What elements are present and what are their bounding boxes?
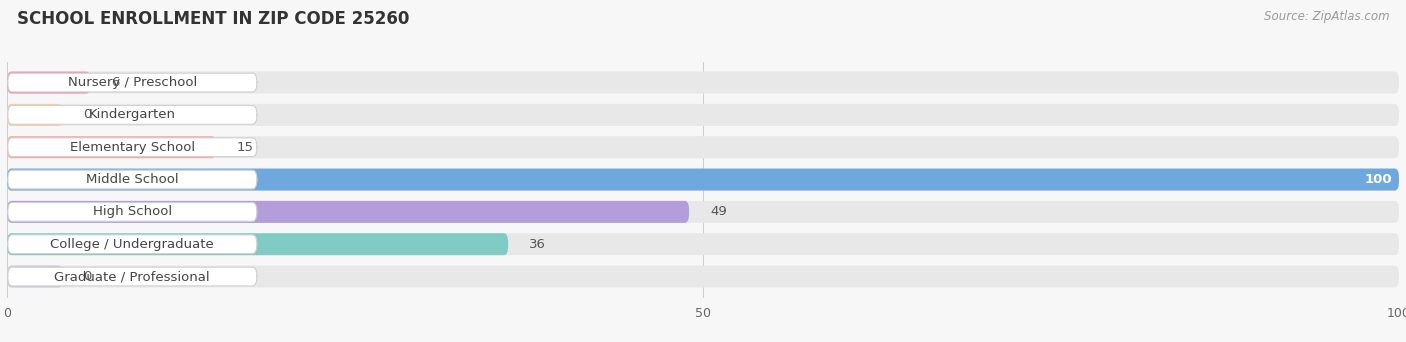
Text: 0: 0 bbox=[83, 270, 91, 283]
FancyBboxPatch shape bbox=[7, 104, 63, 126]
FancyBboxPatch shape bbox=[7, 106, 257, 124]
FancyBboxPatch shape bbox=[7, 138, 257, 157]
Text: High School: High School bbox=[93, 206, 172, 219]
Text: Elementary School: Elementary School bbox=[70, 141, 195, 154]
Text: SCHOOL ENROLLMENT IN ZIP CODE 25260: SCHOOL ENROLLMENT IN ZIP CODE 25260 bbox=[17, 10, 409, 28]
Text: Kindergarten: Kindergarten bbox=[89, 108, 176, 121]
FancyBboxPatch shape bbox=[7, 136, 217, 158]
Text: 15: 15 bbox=[236, 141, 253, 154]
FancyBboxPatch shape bbox=[7, 71, 90, 94]
FancyBboxPatch shape bbox=[7, 265, 1399, 288]
FancyBboxPatch shape bbox=[7, 169, 1399, 190]
FancyBboxPatch shape bbox=[7, 104, 1399, 126]
Text: Graduate / Professional: Graduate / Professional bbox=[55, 270, 209, 283]
FancyBboxPatch shape bbox=[7, 201, 689, 223]
Text: 49: 49 bbox=[710, 206, 727, 219]
FancyBboxPatch shape bbox=[7, 235, 257, 253]
FancyBboxPatch shape bbox=[7, 265, 63, 288]
FancyBboxPatch shape bbox=[7, 136, 1399, 158]
Text: Middle School: Middle School bbox=[86, 173, 179, 186]
FancyBboxPatch shape bbox=[7, 170, 257, 189]
FancyBboxPatch shape bbox=[7, 71, 1399, 94]
FancyBboxPatch shape bbox=[7, 202, 257, 221]
Text: College / Undergraduate: College / Undergraduate bbox=[51, 238, 214, 251]
FancyBboxPatch shape bbox=[7, 201, 1399, 223]
FancyBboxPatch shape bbox=[7, 233, 508, 255]
FancyBboxPatch shape bbox=[7, 233, 1399, 255]
FancyBboxPatch shape bbox=[7, 267, 257, 286]
Text: Nursery / Preschool: Nursery / Preschool bbox=[67, 76, 197, 89]
FancyBboxPatch shape bbox=[7, 73, 257, 92]
Text: 6: 6 bbox=[111, 76, 120, 89]
Text: Source: ZipAtlas.com: Source: ZipAtlas.com bbox=[1264, 10, 1389, 23]
FancyBboxPatch shape bbox=[7, 169, 1399, 190]
Text: 0: 0 bbox=[83, 108, 91, 121]
Text: 36: 36 bbox=[529, 238, 546, 251]
Text: 100: 100 bbox=[1364, 173, 1392, 186]
